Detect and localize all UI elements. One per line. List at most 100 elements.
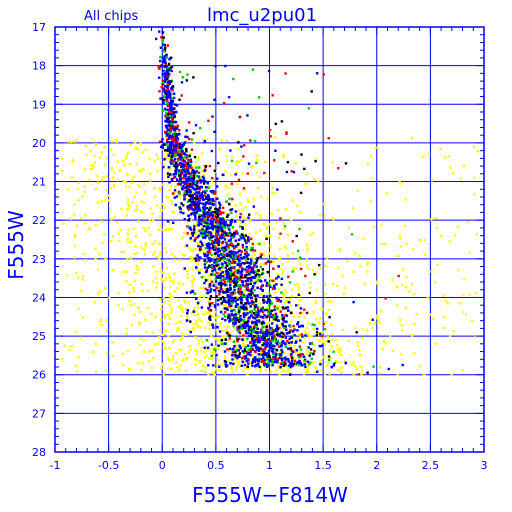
- data-point: [263, 359, 266, 362]
- data-point: [270, 309, 273, 312]
- data-point: [194, 161, 197, 164]
- data-point: [159, 56, 162, 59]
- data-point: [104, 163, 107, 166]
- data-point: [271, 339, 274, 343]
- data-point: [103, 146, 106, 149]
- data-point: [175, 110, 178, 114]
- data-point: [205, 243, 208, 246]
- data-point: [201, 369, 204, 372]
- data-point: [215, 295, 218, 298]
- data-point: [261, 344, 264, 347]
- data-point: [183, 198, 186, 201]
- data-point: [217, 223, 220, 226]
- data-point: [81, 316, 85, 319]
- data-point: [298, 325, 301, 328]
- data-point: [153, 250, 156, 253]
- data-point: [264, 347, 267, 351]
- data-point: [242, 315, 246, 319]
- data-point: [167, 132, 171, 136]
- data-point: [179, 183, 182, 186]
- data-point: [215, 246, 218, 250]
- data-point: [206, 194, 210, 197]
- data-point: [199, 326, 202, 329]
- data-point: [173, 126, 176, 130]
- data-point: [298, 295, 301, 298]
- data-point: [98, 156, 102, 159]
- data-point: [244, 357, 247, 360]
- data-point: [276, 339, 279, 342]
- data-point: [260, 328, 263, 331]
- data-point: [255, 265, 258, 268]
- data-point: [292, 170, 296, 174]
- data-point: [264, 234, 267, 237]
- data-point: [442, 294, 445, 297]
- data-point: [189, 160, 193, 164]
- data-point: [237, 312, 240, 315]
- data-point: [162, 228, 165, 232]
- data-point: [251, 339, 254, 342]
- data-point: [200, 337, 203, 340]
- data-point: [226, 304, 229, 307]
- data-point: [247, 334, 251, 338]
- data-point: [174, 133, 177, 136]
- data-point: [209, 323, 212, 326]
- data-point: [211, 358, 214, 361]
- data-point: [185, 79, 188, 82]
- data-point: [142, 339, 146, 342]
- data-point: [361, 327, 364, 331]
- data-point: [168, 188, 172, 192]
- data-point: [216, 177, 219, 180]
- data-point: [241, 246, 245, 249]
- data-point: [246, 277, 249, 280]
- data-point: [170, 157, 173, 160]
- data-point: [339, 247, 342, 251]
- data-point: [235, 303, 238, 306]
- data-point: [464, 313, 468, 316]
- data-point: [380, 310, 383, 313]
- data-point: [125, 172, 128, 176]
- data-point: [236, 182, 239, 186]
- data-point: [221, 282, 224, 285]
- data-point: [261, 349, 265, 353]
- data-point: [186, 232, 189, 235]
- data-point: [166, 75, 170, 78]
- data-point: [101, 241, 104, 244]
- data-point: [313, 273, 316, 276]
- data-point: [237, 243, 240, 246]
- data-point: [208, 327, 211, 331]
- data-point: [233, 274, 237, 277]
- data-point: [263, 336, 266, 339]
- data-point: [195, 174, 198, 177]
- data-point: [223, 230, 227, 233]
- data-point: [83, 259, 87, 262]
- data-point: [211, 176, 214, 180]
- data-point: [299, 191, 303, 195]
- data-point: [168, 144, 172, 147]
- data-point: [223, 280, 227, 284]
- data-point: [163, 332, 167, 336]
- data-point: [230, 364, 233, 367]
- data-point: [159, 206, 162, 210]
- data-point: [278, 334, 282, 338]
- data-point: [210, 259, 213, 262]
- data-point: [229, 240, 232, 244]
- data-point: [162, 346, 165, 349]
- data-point: [227, 277, 231, 280]
- data-point: [284, 306, 287, 310]
- data-point: [166, 69, 169, 72]
- data-point: [193, 171, 196, 175]
- data-point: [304, 331, 308, 334]
- data-point: [243, 349, 247, 352]
- data-point: [306, 370, 309, 374]
- data-point: [236, 328, 239, 331]
- data-point: [213, 304, 216, 307]
- data-point: [319, 267, 322, 270]
- data-point: [361, 369, 364, 373]
- data-point: [185, 356, 188, 360]
- data-point: [288, 371, 292, 375]
- data-point: [262, 356, 265, 359]
- data-point: [228, 202, 231, 206]
- data-point: [174, 103, 177, 106]
- data-point: [315, 157, 318, 161]
- data-point: [254, 297, 258, 301]
